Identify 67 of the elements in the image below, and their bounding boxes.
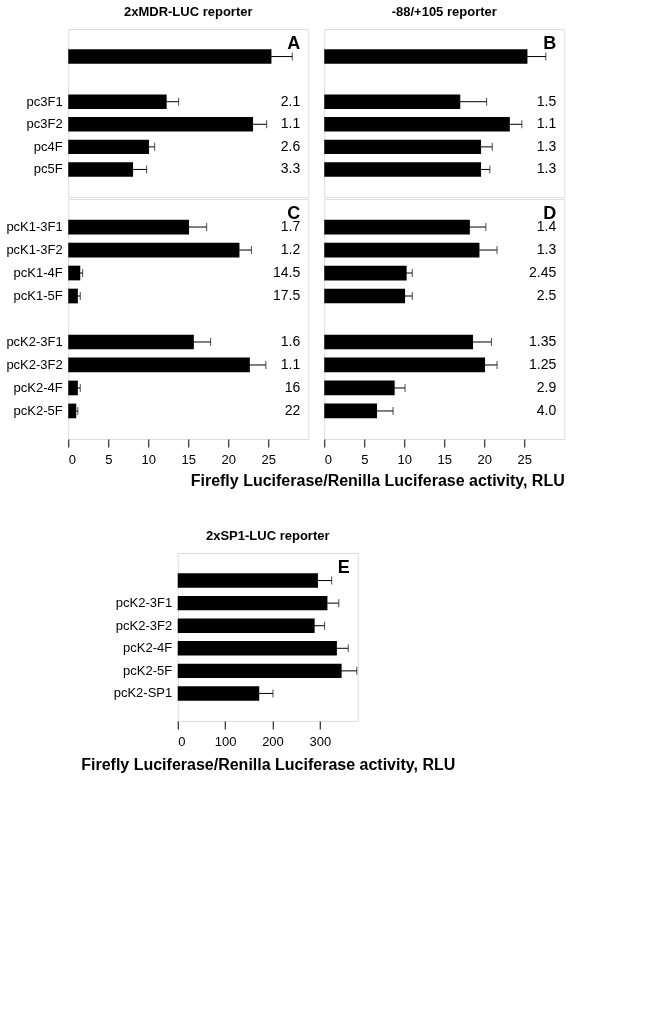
annotation: 1.35	[529, 332, 557, 349]
annotation: 2.45	[529, 264, 557, 281]
y-tick-label: pcK1-4F	[13, 265, 63, 281]
annotation: 1.5	[536, 92, 557, 109]
y-tick-label: pcK2-5F	[123, 662, 173, 678]
annotation: E	[337, 557, 350, 577]
annotation: 4.0	[536, 401, 557, 418]
annotation: 2.5	[536, 287, 557, 304]
chart-title: 2xMDR-LUC reporter	[123, 4, 253, 19]
x-tick-label: 10	[397, 451, 412, 467]
y-tick-label: pcK2-4F	[123, 640, 173, 656]
y-tick-label: pcK2-3F1	[6, 333, 63, 349]
annotation: 1.1	[280, 115, 301, 132]
y-tick-label: pc3F1	[26, 93, 63, 109]
y-tick-label: pcK2-3F1	[115, 595, 173, 611]
annotation: 1.1	[280, 355, 301, 372]
x-tick-label: 5	[361, 451, 369, 467]
y-tick-label: pcK2-SP1	[113, 685, 173, 701]
annotation: 17.5	[273, 287, 301, 304]
bar	[68, 139, 150, 155]
x-tick-label: 300	[309, 733, 332, 749]
x-tick-label: 20	[477, 451, 492, 467]
x-tick-label: 5	[105, 451, 113, 467]
y-tick-label: pcK2-3F2	[6, 356, 63, 372]
annotation: 14.5	[273, 264, 301, 281]
annotation: 1.1	[536, 115, 557, 132]
y-tick-label: pcK2-3F2	[115, 617, 173, 633]
annotation: 1.3	[536, 241, 557, 258]
annotation: 1.3	[536, 137, 557, 154]
x-tick-label: 0	[68, 451, 76, 467]
x-tick-label: 20	[221, 451, 236, 467]
y-tick-label: pcK2-4F	[13, 379, 63, 395]
chart-title: 2xSP1-LUC reporter	[205, 528, 330, 543]
annotation: 1.25	[529, 355, 557, 372]
y-tick-label: pcK1-5F	[13, 288, 63, 304]
y-tick-label: pcK2-5F	[13, 402, 63, 418]
annotation: 3.3	[280, 160, 301, 177]
annotation: 16	[284, 378, 301, 395]
x-tick-label: 15	[181, 451, 196, 467]
bar	[68, 403, 77, 419]
annotation: 1.4	[536, 218, 557, 235]
annotation: 2.9	[536, 378, 557, 395]
annotation: 2.1	[280, 92, 301, 109]
annotation: 1.2	[280, 241, 301, 258]
x-tick-label: 0	[178, 733, 186, 749]
x-tick-label: 25	[261, 451, 276, 467]
x-axis-title: Firefly Luciferase/Renilla Luciferase activity, RLU	[81, 755, 456, 773]
x-tick-label: 200	[262, 733, 284, 749]
x-tick-label: 0	[324, 451, 332, 467]
annotation: 1.3	[536, 160, 557, 177]
x-tick-label: 10	[141, 451, 156, 467]
annotation: 1.7	[280, 218, 301, 235]
y-tick-label: pc3F2	[26, 116, 63, 132]
y-tick-label: pc4F	[33, 138, 63, 154]
x-axis-title: Firefly Luciferase/Renilla Luciferase activity, RLU	[190, 471, 565, 489]
y-tick-label: pcK1-3F1	[6, 219, 63, 235]
x-tick-label: 15	[437, 451, 452, 467]
y-tick-label: pcK1-3F2	[6, 242, 63, 258]
chart-title: -88/+105 reporter	[391, 4, 497, 19]
x-tick-label: 25	[517, 451, 532, 467]
annotation: 2.6	[280, 137, 301, 154]
y-tick-label: pc5F	[33, 161, 63, 177]
annotation: A	[287, 33, 301, 53]
annotation: 1.6	[280, 332, 301, 349]
annotation: B	[543, 33, 557, 53]
annotation: 22	[284, 401, 301, 418]
x-tick-label: 100	[214, 733, 237, 749]
